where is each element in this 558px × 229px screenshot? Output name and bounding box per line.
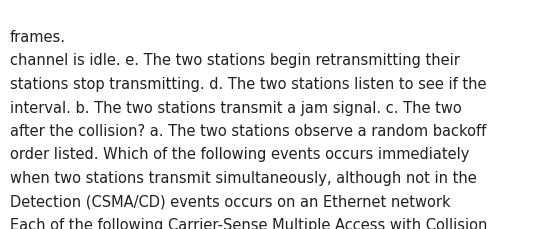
- Text: Each of the following Carrier-Sense Multiple Access with Collision: Each of the following Carrier-Sense Mult…: [10, 217, 487, 229]
- Text: after the collision? a. The two stations observe a random backoff: after the collision? a. The two stations…: [10, 123, 486, 138]
- Text: frames.: frames.: [10, 30, 66, 45]
- Text: order listed. Which of the following events occurs immediately: order listed. Which of the following eve…: [10, 147, 469, 162]
- Text: channel is idle. e. The two stations begin retransmitting their: channel is idle. e. The two stations beg…: [10, 53, 460, 68]
- Text: interval. b. The two stations transmit a jam signal. c. The two: interval. b. The two stations transmit a…: [10, 100, 462, 115]
- Text: Detection (CSMA/CD) events occurs on an Ethernet network: Detection (CSMA/CD) events occurs on an …: [10, 194, 451, 209]
- Text: stations stop transmitting. d. The two stations listen to see if the: stations stop transmitting. d. The two s…: [10, 77, 487, 92]
- Text: when two stations transmit simultaneously, although not in the: when two stations transmit simultaneousl…: [10, 170, 477, 185]
